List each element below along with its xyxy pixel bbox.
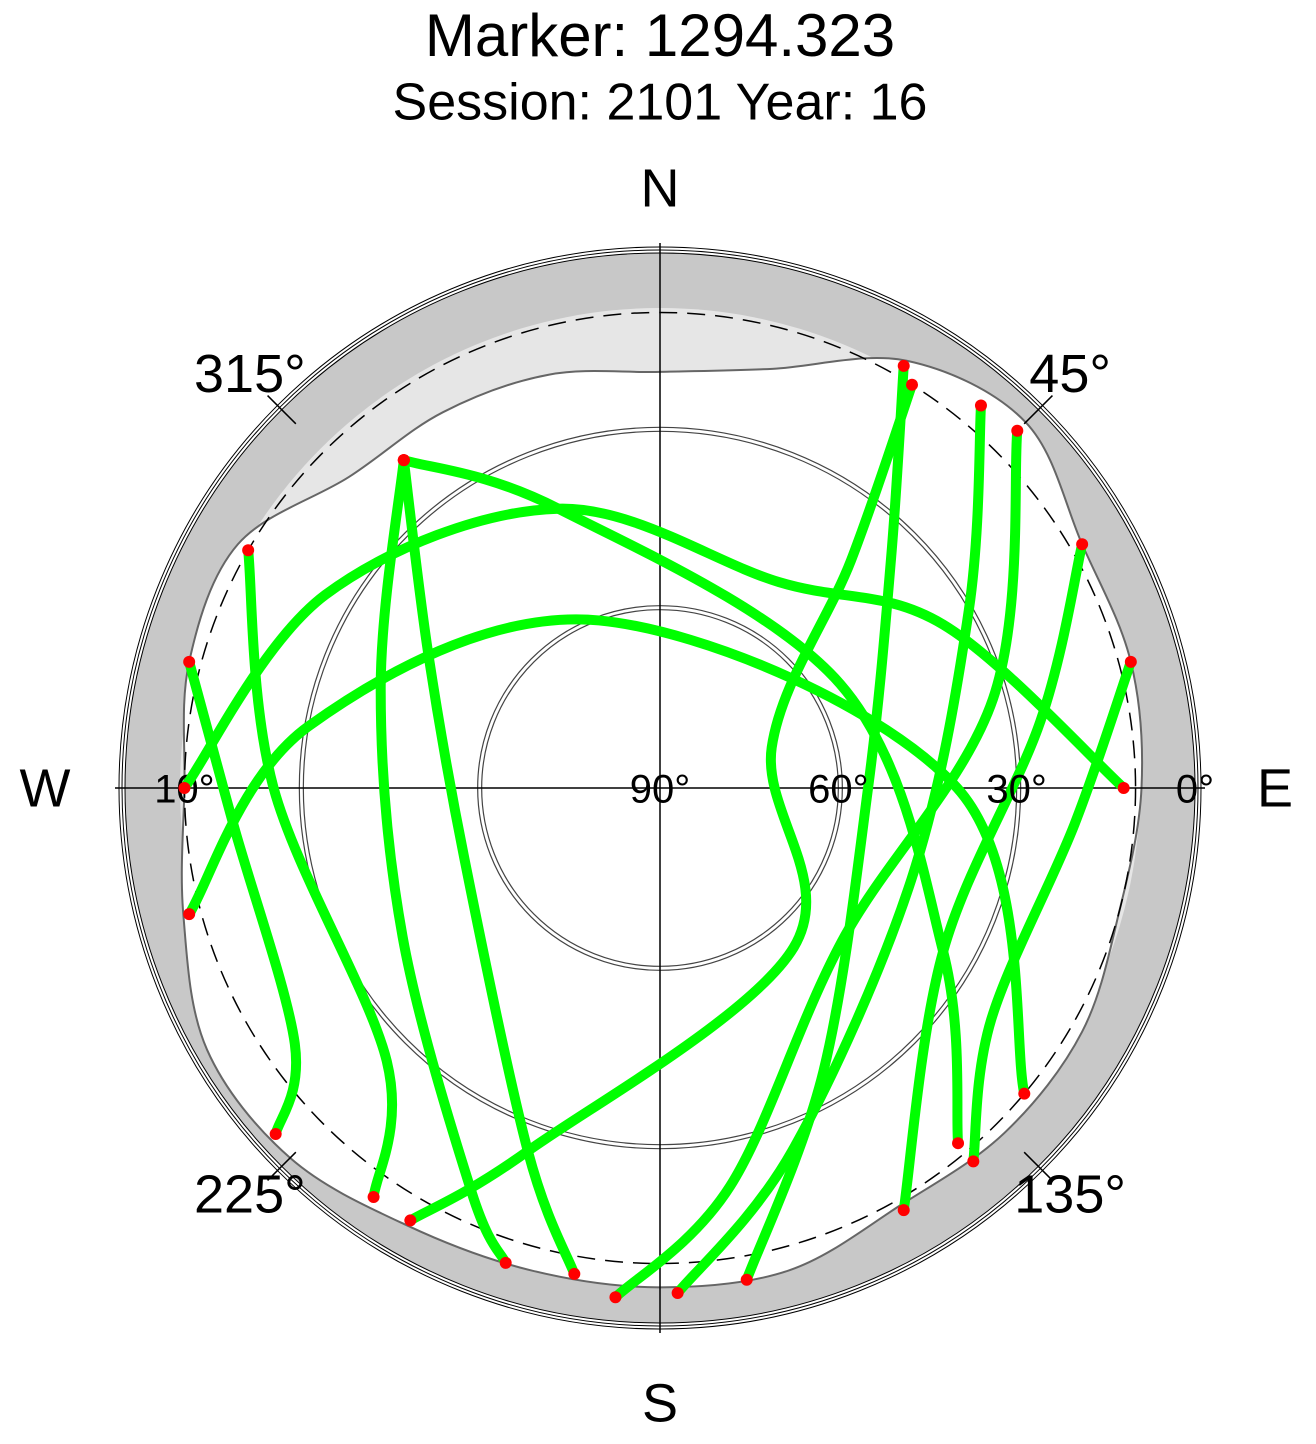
track-endpoint xyxy=(897,1204,910,1217)
track-endpoint xyxy=(952,1137,965,1150)
track-endpoint xyxy=(671,1286,684,1299)
track-endpoint xyxy=(269,1128,282,1141)
elevation-label: 60° xyxy=(808,768,869,812)
track-endpoint xyxy=(242,544,255,557)
cardinal-label: W xyxy=(20,758,71,818)
chart-subtitle: Session: 2101 Year: 16 xyxy=(393,74,928,132)
satellite-track xyxy=(398,455,964,1149)
track-endpoint xyxy=(367,1191,380,1204)
satellite-track xyxy=(898,539,1088,1216)
chart-title: Marker: 1294.323 xyxy=(425,2,895,69)
track-endpoint xyxy=(974,399,987,412)
track-endpoint xyxy=(740,1273,753,1286)
satellite-track xyxy=(375,455,511,1268)
satellite-track xyxy=(672,400,986,1298)
azimuth-label: 135° xyxy=(1014,1164,1126,1224)
cardinal-label: E xyxy=(1257,758,1293,818)
azimuth-tick xyxy=(1023,1151,1053,1181)
elevation-label: 30° xyxy=(986,768,1047,812)
azimuth-label: 315° xyxy=(194,344,306,404)
satellite-track xyxy=(179,503,1129,793)
satellite-track xyxy=(243,545,398,1203)
track-endpoint xyxy=(1076,538,1089,551)
track-endpoint xyxy=(897,359,910,372)
track-endpoint xyxy=(609,1291,622,1304)
elevation-label: 0° xyxy=(1176,768,1214,812)
elevation-label: 90° xyxy=(630,768,691,812)
track-endpoint xyxy=(397,454,410,467)
satellite-track xyxy=(398,455,580,1279)
satellite-track xyxy=(184,614,1030,1099)
track-endpoint xyxy=(1117,782,1130,794)
azimuth-tick xyxy=(267,1151,297,1181)
track-endpoint xyxy=(1018,1087,1031,1100)
track-endpoint xyxy=(178,782,191,794)
track-endpoint xyxy=(183,908,196,921)
azimuth-label: 45° xyxy=(1029,344,1111,404)
satellite-track xyxy=(184,656,302,1140)
satellite-track xyxy=(610,425,1023,1303)
track-endpoint xyxy=(183,655,196,668)
track-endpoint xyxy=(906,378,919,391)
cardinal-label: S xyxy=(642,1373,678,1433)
track-endpoint xyxy=(1124,655,1137,668)
track-endpoint xyxy=(404,1214,417,1227)
track-endpoint xyxy=(967,1155,980,1168)
satellite-track xyxy=(968,656,1136,1167)
track-endpoint xyxy=(568,1267,581,1280)
track-endpoint xyxy=(1011,424,1024,437)
azimuth-tick xyxy=(1023,395,1053,425)
cardinal-label: N xyxy=(641,158,680,218)
track-endpoint xyxy=(499,1256,512,1269)
azimuth-label: 225° xyxy=(194,1164,306,1224)
azimuth-tick xyxy=(267,395,297,425)
